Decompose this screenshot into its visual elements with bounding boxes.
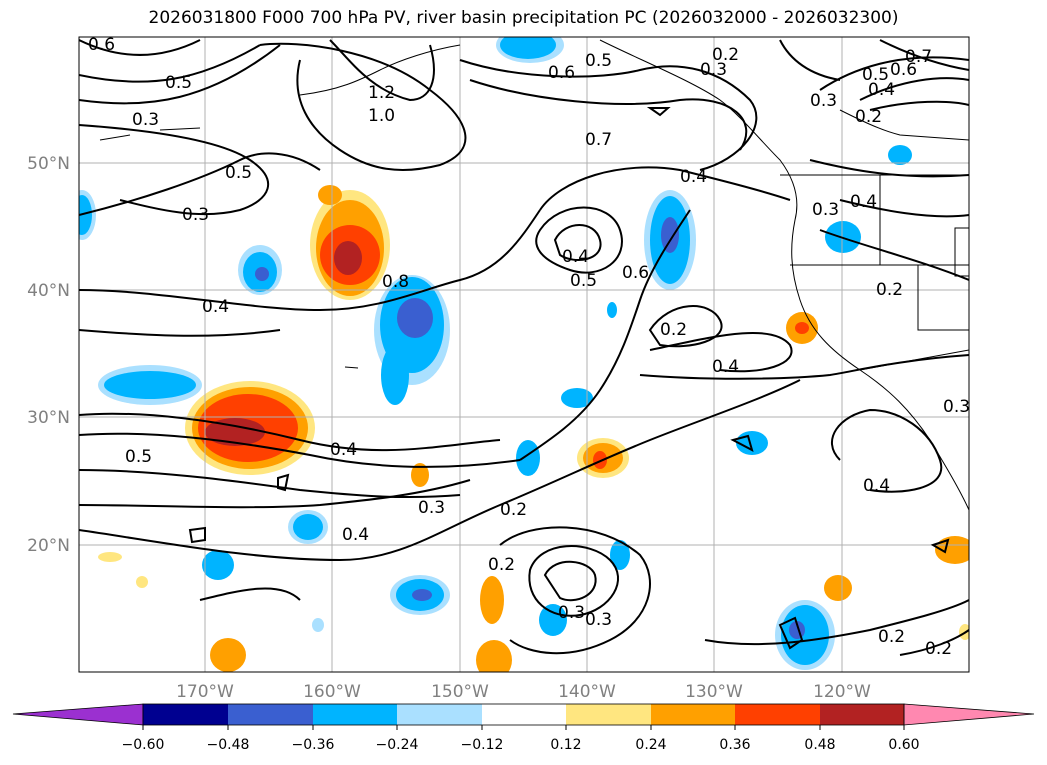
- contour-label: 0.4: [863, 476, 890, 496]
- contour-label: 0.4: [342, 525, 369, 545]
- lon-label: 120°W: [813, 682, 871, 702]
- colorbar-cell: [566, 704, 651, 725]
- colorbar-frame: [142, 703, 905, 726]
- contour-label: 0.3: [182, 205, 209, 225]
- colorbar-cell: [651, 704, 735, 725]
- colorbar-cell: [228, 704, 313, 725]
- contour-label: 0.2: [500, 500, 527, 520]
- contour-label: 0.5: [125, 447, 152, 467]
- contour-label: 1.0: [368, 106, 395, 126]
- contour-label: 0.3: [812, 200, 839, 220]
- contour-label: 0.2: [488, 555, 515, 575]
- colorbar-cell: [397, 704, 482, 725]
- colorbar-tick-label: −0.60: [122, 737, 165, 753]
- contour-label: 0.4: [202, 297, 229, 317]
- contour-label: 0.2: [660, 320, 687, 340]
- contour-label: 0.2: [855, 107, 882, 127]
- contour-label: 0.4: [562, 247, 589, 267]
- contour-labels: 0.6 0.5 0.3 0.5 0.3 0.4 1.2 1.0 0.8 0.6 …: [88, 35, 970, 659]
- colorbar-tick-label: 0.48: [804, 737, 835, 753]
- colorbar: −0.60 −0.48 −0.36 −0.24 −0.12 0.12 0.24 …: [12, 703, 1035, 753]
- contour-label: 0.7: [585, 130, 612, 150]
- contour-label: 0.6: [88, 35, 115, 55]
- pv-contours: [79, 39, 969, 656]
- contour-label: 0.2: [925, 639, 952, 659]
- coastlines: [99, 39, 969, 511]
- colorbar-tick-label: 0.36: [719, 737, 750, 753]
- contour-label: 0.3: [585, 610, 612, 630]
- colorbar-cell: [735, 704, 820, 725]
- colorbar-cell: [482, 704, 566, 725]
- contour-label: 0.5: [225, 163, 252, 183]
- contour-label: 0.4: [330, 440, 357, 460]
- latitude-labels: 50°N 40°N 30°N 20°N: [27, 154, 70, 556]
- map-title: 2026031800 F000 700 hPa PV, river basin …: [148, 8, 899, 28]
- lon-label: 160°W: [303, 682, 361, 702]
- contour-label: 0.6: [890, 60, 917, 80]
- lon-label: 140°W: [558, 682, 616, 702]
- contour-label: 1.2: [368, 83, 395, 103]
- contour-label: 0.4: [712, 357, 739, 377]
- colorbar-cell: [820, 704, 904, 725]
- contour-label: 0.5: [585, 51, 612, 71]
- contour-label: 0.3: [558, 603, 585, 623]
- lon-label: 150°W: [431, 682, 489, 702]
- colorbar-cell: [313, 704, 397, 725]
- contour-label: 0.2: [878, 627, 905, 647]
- shading-layer: [79, 37, 969, 672]
- contour-label: 0.4: [680, 167, 707, 187]
- colorbar-cell: [143, 704, 228, 725]
- lat-label: 50°N: [27, 154, 70, 174]
- contour-label: 0.5: [862, 65, 889, 85]
- colorbar-tick-label: 0.12: [550, 737, 581, 753]
- colorbar-tick-label: −0.24: [376, 737, 419, 753]
- plot-frame: [78, 36, 970, 673]
- contour-label: 0.5: [570, 271, 597, 291]
- contour-label: 0.3: [418, 498, 445, 518]
- contour-label: 0.7: [905, 47, 932, 67]
- lat-label: 40°N: [27, 281, 70, 301]
- contour-label: 0.3: [132, 110, 159, 130]
- colorbar-extend-low: [12, 703, 144, 726]
- contour-label: 0.5: [165, 73, 192, 93]
- colorbar-tick-label: −0.48: [207, 737, 250, 753]
- contour-label: 0.2: [712, 45, 739, 65]
- longitude-labels: 170°W 160°W 150°W 140°W 130°W 120°W: [176, 682, 871, 702]
- colorbar-tick-label: 0.60: [888, 737, 919, 753]
- contour-label: 0.6: [548, 63, 575, 83]
- contour-label: 0.4: [850, 192, 877, 212]
- contour-label: 0.4: [868, 80, 895, 100]
- contour-label: 0.3: [700, 60, 727, 80]
- lon-label: 130°W: [685, 682, 743, 702]
- lon-label: 170°W: [176, 682, 234, 702]
- lat-label: 30°N: [27, 408, 70, 428]
- colorbar-extend-high: [903, 703, 1035, 726]
- contour-label: 0.6: [622, 263, 649, 283]
- colorbar-tick-label: −0.12: [461, 737, 504, 753]
- contour-label: 0.8: [382, 272, 409, 292]
- lat-label: 20°N: [27, 536, 70, 556]
- contour-label: 0.3: [810, 91, 837, 111]
- colorbar-tick-label: −0.36: [292, 737, 335, 753]
- contour-label: 0.3: [943, 397, 970, 417]
- contour-label: 0.2: [876, 280, 903, 300]
- colorbar-ticks: [142, 725, 905, 730]
- colorbar-tick-label: 0.24: [635, 737, 666, 753]
